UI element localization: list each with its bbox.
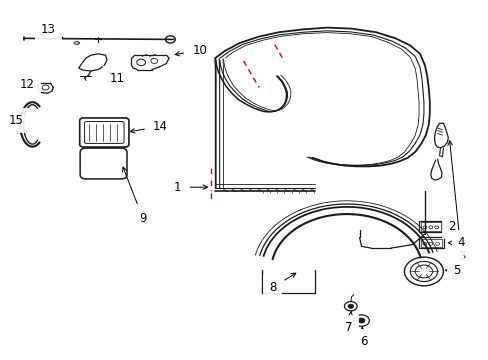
Text: 11: 11 <box>109 72 124 85</box>
Text: 15: 15 <box>9 114 24 127</box>
Text: 13: 13 <box>41 23 62 37</box>
Text: 14: 14 <box>130 120 168 133</box>
Circle shape <box>357 318 364 323</box>
Text: 9: 9 <box>122 167 146 225</box>
Text: 7: 7 <box>345 312 352 333</box>
Text: 2: 2 <box>446 220 454 233</box>
Text: 8: 8 <box>268 273 295 294</box>
Text: 4: 4 <box>447 236 464 249</box>
Text: 10: 10 <box>175 44 206 57</box>
Text: 3: 3 <box>447 141 464 262</box>
Text: 12: 12 <box>20 78 35 91</box>
Circle shape <box>347 304 353 309</box>
Text: 1: 1 <box>174 181 207 194</box>
Text: 5: 5 <box>445 264 459 277</box>
Text: 6: 6 <box>360 327 367 348</box>
